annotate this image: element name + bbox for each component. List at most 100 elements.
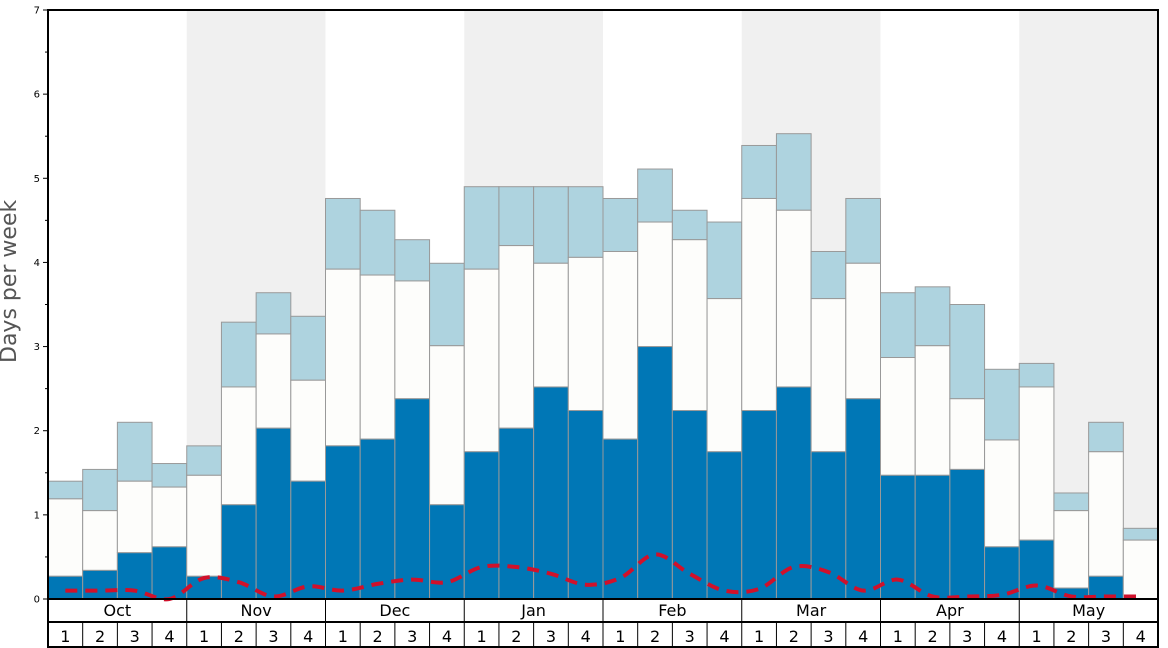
bar-top-segment: [533, 186, 569, 264]
bar-bottom-segment: [706, 451, 743, 600]
bar-bottom-segment: [47, 575, 84, 600]
week-label: 1: [477, 627, 487, 646]
bar-middle-segment: [463, 268, 500, 453]
bar-middle-segment: [1053, 510, 1090, 589]
bar-bottom-segment: [325, 445, 361, 600]
y-tick-label: 6: [34, 90, 40, 101]
week-label: 2: [650, 627, 660, 646]
week-label: 3: [130, 627, 140, 646]
bar-middle-segment: [82, 510, 118, 571]
week-label: 4: [1136, 627, 1146, 646]
week-label: 2: [95, 627, 105, 646]
bar-middle-segment: [845, 262, 881, 400]
bar-bottom-segment: [602, 438, 639, 600]
bar-top-segment: [602, 197, 639, 252]
bar-bottom-segment: [220, 504, 257, 600]
month-label-apr: Apr: [936, 601, 964, 620]
bar-middle-segment: [567, 256, 604, 412]
bar-top-segment: [949, 304, 986, 400]
bar-top-segment: [984, 368, 1020, 441]
week-label: 1: [754, 627, 764, 646]
bar-middle-segment: [533, 262, 569, 388]
bar-middle-segment: [706, 298, 743, 453]
bar-middle-segment: [637, 221, 673, 348]
bar-bottom-segment: [914, 474, 951, 600]
bar-top-segment: [429, 262, 465, 347]
bar-bottom-segment: [290, 480, 326, 600]
bar-middle-segment: [741, 197, 777, 412]
bar-middle-segment: [949, 398, 986, 470]
bar-bottom-segment: [845, 398, 881, 600]
bar-middle-segment: [810, 298, 847, 453]
week-label: 4: [303, 627, 313, 646]
y-tick-label: 1: [34, 510, 40, 521]
week-label: 3: [1101, 627, 1111, 646]
bar-middle-segment: [429, 345, 465, 506]
month-label-nov: Nov: [241, 601, 272, 620]
bar-middle-segment: [394, 280, 431, 400]
bar-bottom-segment: [359, 438, 396, 600]
bar-bottom-segment: [463, 451, 500, 600]
bar-middle-segment: [47, 498, 84, 577]
bar-middle-segment: [671, 239, 708, 412]
bar-bottom-segment: [775, 386, 812, 600]
week-label: 3: [268, 627, 278, 646]
month-label-may: May: [1072, 601, 1105, 620]
bar-bottom-segment: [255, 427, 292, 600]
week-label: 4: [858, 627, 868, 646]
week-label: 2: [927, 627, 937, 646]
bar-bottom-segment: [949, 468, 986, 600]
week-label: 2: [511, 627, 521, 646]
bar-top-segment: [880, 292, 916, 359]
week-label: 3: [407, 627, 417, 646]
week-label: 3: [546, 627, 556, 646]
week-label: 4: [997, 627, 1007, 646]
bar-top-segment: [741, 144, 777, 199]
bar-bottom-segment: [741, 410, 777, 600]
bar-middle-segment: [290, 379, 326, 482]
bar-middle-segment: [1122, 539, 1159, 600]
bar-top-segment: [394, 239, 431, 282]
bar-top-segment: [498, 186, 535, 247]
bar-middle-segment: [325, 268, 361, 447]
week-label: 2: [234, 627, 244, 646]
bar-middle-segment: [116, 480, 153, 554]
bar-top-segment: [1088, 421, 1124, 453]
month-label-jan: Jan: [520, 601, 546, 620]
bar-middle-segment: [880, 357, 916, 476]
bar-top-segment: [325, 197, 361, 270]
month-label-oct: Oct: [104, 601, 132, 620]
week-label: 1: [1032, 627, 1042, 646]
bar-top-segment: [1018, 362, 1055, 388]
bar-middle-segment: [984, 439, 1020, 548]
week-label: 3: [685, 627, 695, 646]
week-label: 4: [581, 627, 591, 646]
week-label: 3: [823, 627, 833, 646]
y-tick-label: 3: [34, 342, 40, 353]
week-label: 3: [962, 627, 972, 646]
bar-middle-segment: [914, 345, 951, 476]
bar-top-segment: [47, 480, 84, 500]
week-label: 1: [60, 627, 70, 646]
month-label-dec: Dec: [379, 601, 410, 620]
bar-top-segment: [706, 221, 743, 300]
bar-bottom-segment: [671, 410, 708, 600]
bar-top-segment: [186, 445, 222, 476]
bar-top-segment: [1122, 527, 1159, 541]
bar-bottom-segment: [533, 386, 569, 600]
bar-middle-segment: [602, 250, 639, 440]
bar-top-segment: [220, 321, 257, 388]
y-tick-label: 7: [34, 6, 40, 17]
bar-top-segment: [775, 133, 812, 211]
bar-middle-segment: [498, 245, 535, 429]
bar-top-segment: [82, 468, 118, 512]
bar-middle-segment: [220, 386, 257, 506]
week-label: 4: [719, 627, 729, 646]
bar-middle-segment: [186, 474, 222, 577]
bar-top-segment: [845, 197, 881, 264]
bar-top-segment: [1053, 492, 1090, 512]
bar-top-segment: [914, 286, 951, 347]
bar-top-segment: [255, 292, 292, 335]
week-label: 1: [338, 627, 348, 646]
bar-middle-segment: [255, 333, 292, 429]
